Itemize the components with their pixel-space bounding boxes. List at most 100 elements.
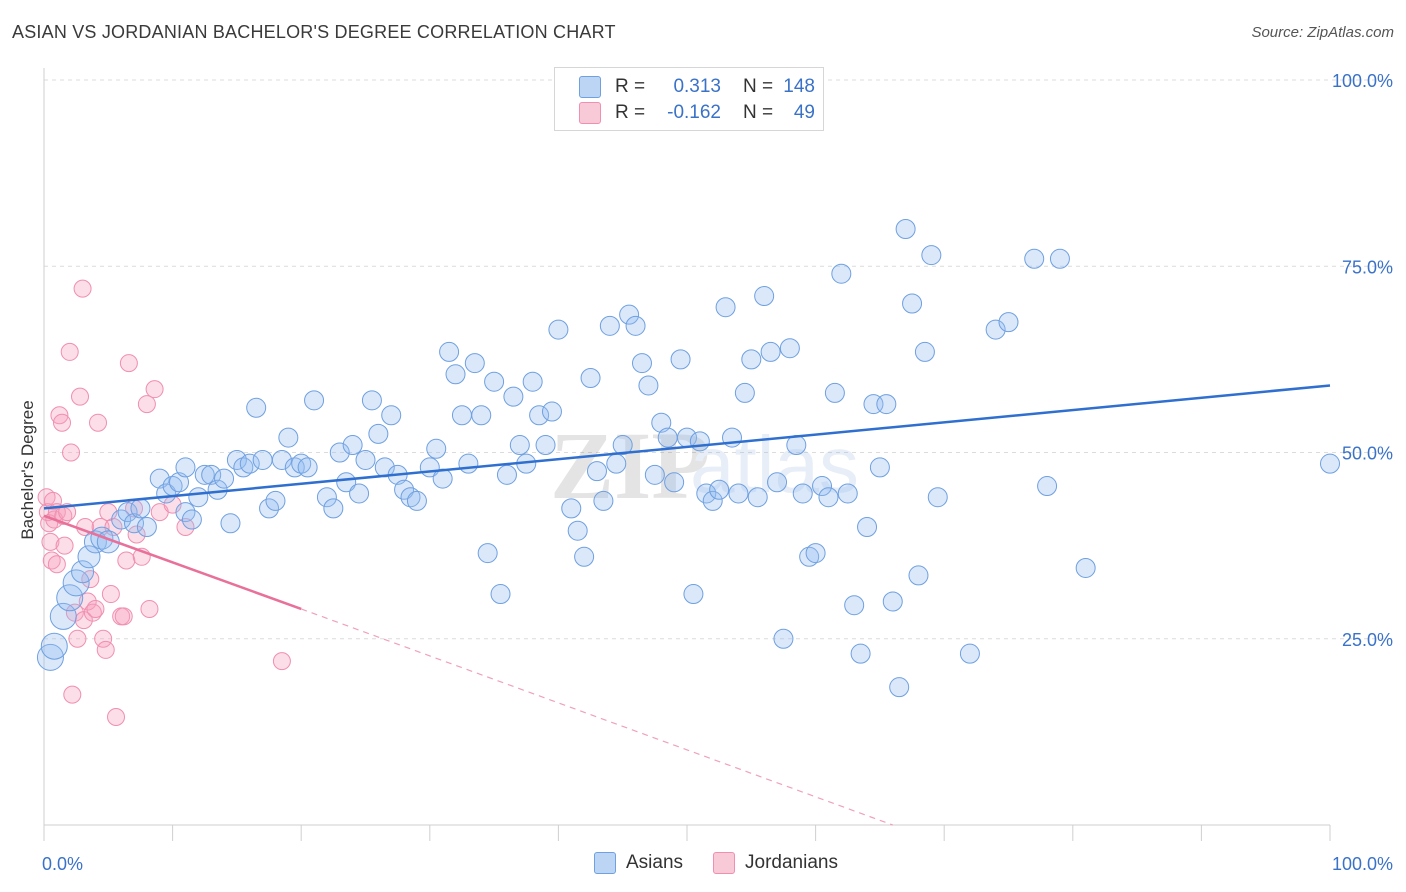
asian-point (297, 457, 318, 478)
legend-r-label: R = (615, 102, 646, 123)
legend-item-jordanians[interactable]: Jordanians (713, 852, 838, 874)
asian-point (62, 569, 90, 597)
series-legend: Asians Jordanians (594, 852, 868, 874)
jordanian-point (50, 406, 69, 425)
tick-labels: 25.0% 50.0% 75.0% 100.0% 0.0% 100.0% (42, 71, 1393, 874)
x-tick-label: 100.0% (1332, 854, 1393, 874)
asian-point (529, 405, 550, 426)
jordanian-point (140, 599, 159, 618)
asians-trend-line (43, 384, 1331, 510)
asian-point (336, 472, 357, 493)
gridlines (44, 79, 1395, 640)
asian-point (426, 438, 447, 459)
asian-point (869, 457, 890, 478)
asian-point (734, 382, 755, 403)
jordanian-point (117, 551, 136, 570)
asian-point (522, 371, 543, 392)
jordanian-point (58, 503, 77, 522)
watermark: ZIP atlas (550, 412, 859, 519)
asian-point (400, 487, 421, 508)
trend-lines (43, 384, 1331, 826)
jordanian-point (41, 532, 60, 551)
legend-r-value: 0.313 (673, 76, 721, 97)
asian-point (194, 464, 215, 485)
asian-point (567, 520, 588, 541)
asian-point (451, 405, 472, 426)
legend-n-value: 148 (783, 76, 815, 97)
asian-point (548, 319, 569, 340)
asian-point (252, 449, 273, 470)
asian-point (471, 405, 492, 426)
asian-point (56, 584, 84, 612)
jordanian-point (47, 555, 66, 574)
legend-swatch-asians (579, 76, 601, 98)
asian-point (535, 435, 556, 456)
asian-point (779, 338, 800, 359)
asian-point (959, 643, 980, 664)
legend-r-value: -0.162 (667, 102, 721, 123)
legend-label-jordanians: Jordanians (745, 852, 838, 873)
jordanian-point (78, 592, 97, 611)
jordanian-point (114, 607, 133, 626)
asian-point (760, 341, 781, 362)
asian-point (927, 487, 948, 508)
asian-point (773, 628, 794, 649)
jordanians-trend-extension (300, 608, 893, 826)
asian-point (175, 457, 196, 478)
legend-n-value: 49 (793, 102, 815, 123)
asian-point (201, 464, 222, 485)
jordanians-trend-line (43, 514, 302, 611)
asian-point (908, 565, 929, 586)
asian-point (895, 219, 916, 239)
asian-point (998, 312, 1019, 333)
asian-point (914, 341, 935, 362)
asian-point (169, 472, 190, 493)
asian-point (561, 498, 582, 519)
asian-point (644, 464, 665, 485)
asian-point (606, 453, 627, 474)
asian-point (1320, 453, 1340, 474)
asian-point (90, 526, 114, 550)
asian-point (619, 304, 640, 325)
chart-title: ASIAN VS JORDANIAN BACHELOR'S DEGREE COR… (12, 22, 616, 42)
asian-point (985, 319, 1006, 340)
asian-point (857, 517, 878, 537)
asian-point (71, 560, 95, 584)
axes (43, 68, 1331, 841)
asian-point (181, 509, 202, 530)
asian-point (767, 472, 788, 493)
legend-item-asians[interactable]: Asians (594, 852, 683, 874)
asian-point (278, 427, 299, 448)
asian-point (477, 543, 498, 564)
asian-point (599, 315, 620, 336)
source-label: Source: ZipAtlas.com (1251, 24, 1394, 41)
asian-point (831, 263, 852, 284)
jordanian-point (55, 536, 74, 555)
legend-row-jordanians: R = -0.162 N = 49 (579, 101, 815, 125)
asian-point (490, 584, 511, 605)
asian-point (136, 517, 157, 537)
jordanian-point (272, 652, 291, 671)
asian-point (728, 483, 749, 504)
asian-point (323, 498, 344, 519)
jordanian-point (53, 413, 72, 432)
asian-point (265, 490, 286, 511)
jordanian-point (94, 629, 113, 648)
asian-point (117, 502, 138, 523)
asian-point (36, 643, 64, 671)
legend-r-label: R = (615, 76, 646, 97)
asian-point (124, 513, 145, 534)
asian-point (612, 435, 633, 456)
jordanian-point (86, 599, 105, 618)
legend-n-label: N = (743, 102, 774, 123)
asian-point (496, 464, 517, 485)
jordanian-point (107, 707, 126, 726)
asian-point (651, 412, 672, 433)
asian-point (1049, 248, 1070, 269)
legend-swatch-jordanians (713, 852, 736, 874)
asian-point (631, 353, 652, 374)
asian-point (805, 543, 826, 564)
asian-point (77, 545, 101, 569)
jordanian-point (119, 354, 138, 373)
